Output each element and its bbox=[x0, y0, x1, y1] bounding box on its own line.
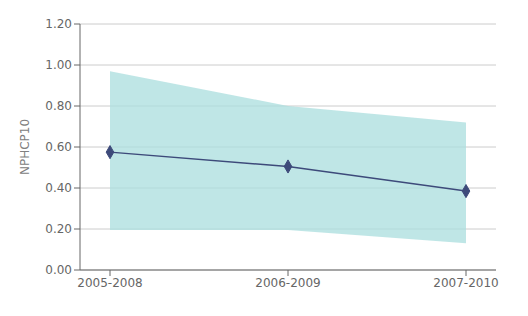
svg-text:0.20: 0.20 bbox=[45, 222, 72, 236]
svg-text:1.20: 1.20 bbox=[45, 17, 72, 31]
svg-text:0.80: 0.80 bbox=[45, 99, 72, 113]
svg-text:2007-2010: 2007-2010 bbox=[433, 276, 498, 290]
svg-text:0.40: 0.40 bbox=[45, 181, 72, 195]
svg-text:1.00: 1.00 bbox=[45, 58, 72, 72]
svg-text:2006-2009: 2006-2009 bbox=[255, 276, 320, 290]
svg-text:0.00: 0.00 bbox=[45, 263, 72, 277]
svg-text:2005-2008: 2005-2008 bbox=[77, 276, 142, 290]
svg-text:0.60: 0.60 bbox=[45, 140, 72, 154]
svg-text:NPHCP10: NPHCP10 bbox=[18, 119, 32, 175]
